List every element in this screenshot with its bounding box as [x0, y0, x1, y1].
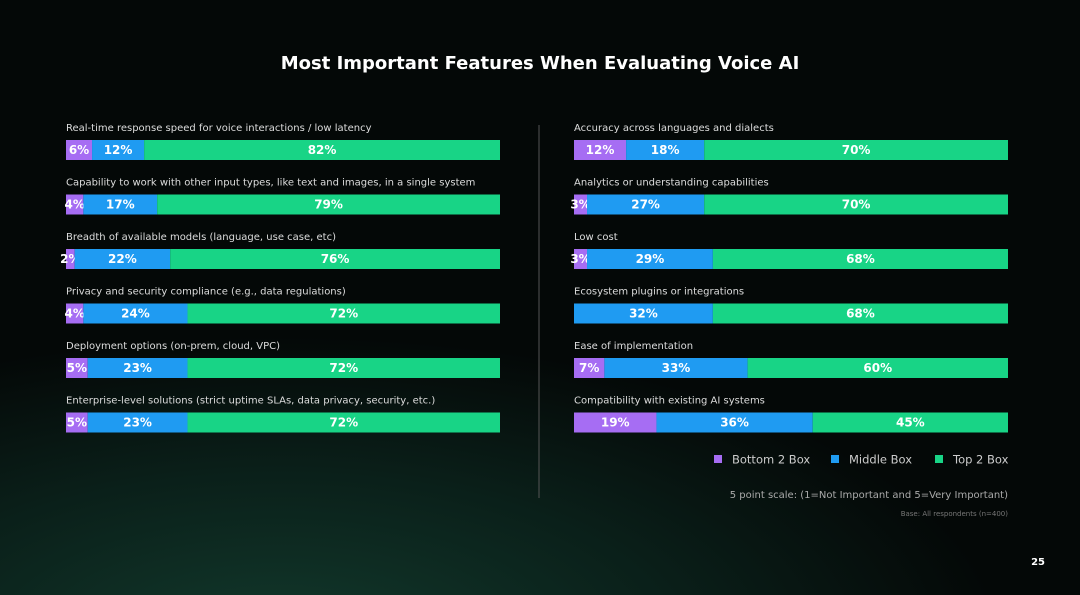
data-label: 3% [570, 198, 590, 212]
data-label: 79% [314, 198, 343, 212]
category-label: Capability to work with other input type… [66, 178, 475, 189]
legend-label: Bottom 2 Box [732, 453, 810, 467]
data-label: 72% [329, 307, 358, 321]
category-label: Breadth of available models (language, u… [66, 232, 336, 243]
bar-segment [712, 249, 1008, 269]
bar-segment [656, 412, 813, 433]
data-label: 3% [570, 252, 590, 266]
data-label: 33% [662, 361, 691, 375]
data-label: 22% [108, 252, 137, 266]
data-label: 68% [846, 252, 875, 266]
bar-segment [574, 140, 627, 160]
category-label: Ecosystem plugins or integrations [574, 287, 744, 298]
data-label: 23% [123, 416, 152, 430]
data-label: 27% [631, 198, 660, 212]
data-label: 19% [601, 416, 630, 430]
data-label: 23% [123, 361, 152, 375]
bar-segment [712, 303, 1008, 324]
bar-segment [626, 140, 705, 160]
bar-segment [574, 249, 588, 269]
bar-segment [157, 194, 500, 215]
data-label: 45% [896, 416, 925, 430]
bar-segment [66, 194, 84, 215]
legend-swatch [831, 455, 839, 463]
data-label: 5% [67, 361, 87, 375]
legend-label: Middle Box [849, 453, 912, 467]
bar-segment [66, 303, 84, 324]
bar-segment [187, 412, 500, 433]
bar-segment [574, 412, 657, 433]
bar-segment [574, 194, 588, 215]
data-label: 18% [651, 143, 680, 157]
bar-segment [83, 194, 158, 215]
legend-swatch [714, 455, 722, 463]
bar-segment [66, 412, 88, 433]
bar-segment [187, 358, 500, 378]
category-label: Enterprise-level solutions (strict uptim… [66, 396, 435, 407]
note: Base: All respondents (n=400) [901, 510, 1009, 518]
category-label: Low cost [574, 232, 618, 243]
bar-segment [144, 140, 500, 160]
bar-segment [604, 358, 748, 378]
data-label: 36% [720, 416, 749, 430]
page-number: 25 [1031, 557, 1045, 568]
bar-segment [704, 194, 1008, 215]
bar-segment [87, 412, 188, 433]
data-label: 4% [64, 198, 84, 212]
data-label: 5% [67, 416, 87, 430]
bar-segment [66, 140, 93, 160]
data-label: 60% [863, 361, 892, 375]
note: 5 point scale: (1=Not Important and 5=Ve… [730, 490, 1008, 501]
category-label: Deployment options (on-prem, cloud, VPC) [66, 341, 280, 352]
data-label: 70% [842, 143, 871, 157]
bar-segment [170, 249, 500, 269]
legend-label: Top 2 Box [952, 453, 1009, 467]
bar-segment [747, 358, 1008, 378]
data-label: 82% [308, 143, 337, 157]
data-label: 32% [629, 307, 658, 321]
data-label: 72% [329, 416, 358, 430]
data-label: 6% [69, 143, 89, 157]
data-label: 72% [329, 361, 358, 375]
bar-segment [66, 249, 75, 269]
bar-segment [574, 358, 605, 378]
data-label: 12% [104, 143, 133, 157]
bar-segment [812, 412, 1008, 433]
category-label: Analytics or understanding capabilities [574, 178, 769, 189]
data-label: 68% [846, 307, 875, 321]
bar-segment [66, 358, 88, 378]
bar-segment [87, 358, 188, 378]
category-label: Ease of implementation [574, 341, 693, 352]
bar-segment [187, 303, 500, 324]
data-label: 70% [842, 198, 871, 212]
bar-segment [74, 249, 171, 269]
category-label: Compatibility with existing AI systems [574, 396, 765, 407]
data-label: 4% [64, 307, 84, 321]
category-label: Accuracy across languages and dialects [574, 123, 774, 134]
data-label: 24% [121, 307, 150, 321]
category-label: Real-time response speed for voice inter… [66, 123, 372, 134]
data-label: 12% [586, 143, 615, 157]
bar-segment [587, 249, 713, 269]
bar-segment [704, 140, 1008, 160]
bar-segment [587, 194, 705, 215]
chart-title: Most Important Features When Evaluating … [281, 53, 800, 74]
bar-segment [92, 140, 145, 160]
data-label: 17% [106, 198, 135, 212]
bar-segment [574, 303, 713, 324]
legend-swatch [935, 455, 943, 463]
data-label: 7% [579, 361, 599, 375]
data-label: 76% [321, 252, 350, 266]
bar-segment [83, 303, 188, 324]
data-label: 29% [636, 252, 665, 266]
category-label: Privacy and security compliance (e.g., d… [66, 287, 346, 298]
